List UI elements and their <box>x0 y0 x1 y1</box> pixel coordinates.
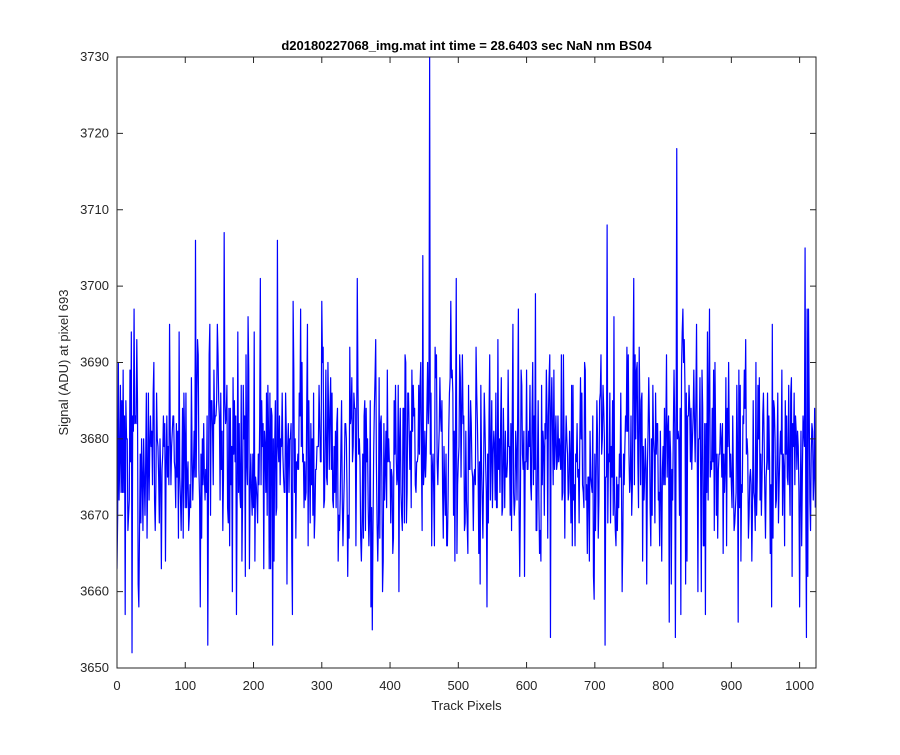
x-tick-label: 400 <box>379 678 401 693</box>
y-axis: 3650 3660 3670 3680 3690 3700 3710 3720 3730 <box>80 49 816 675</box>
signal-series-line <box>117 57 816 654</box>
x-tick-label: 1000 <box>785 678 814 693</box>
x-tick-label: 100 <box>174 678 196 693</box>
x-tick-label: 500 <box>447 678 469 693</box>
y-tick-label: 3710 <box>80 202 109 217</box>
x-tick-label: 300 <box>311 678 333 693</box>
y-tick-label: 3680 <box>80 431 109 446</box>
y-tick-label: 3660 <box>80 584 109 599</box>
y-tick-label: 3670 <box>80 507 109 522</box>
x-tick-label: 700 <box>584 678 606 693</box>
y-tick-label: 3700 <box>80 278 109 293</box>
y-tick-label: 3720 <box>80 125 109 140</box>
y-tick-label: 3690 <box>80 355 109 370</box>
x-axis-label: Track Pixels <box>431 698 502 713</box>
y-tick-label: 3650 <box>80 660 109 675</box>
y-axis-label: Signal (ADU) at pixel 693 <box>56 290 71 436</box>
plot-area-background <box>117 57 816 668</box>
x-tick-label: 900 <box>721 678 743 693</box>
x-tick-label: 0 <box>113 678 120 693</box>
x-tick-label: 800 <box>652 678 674 693</box>
chart-title: d20180227068_img.mat int time = 28.6403 … <box>281 38 652 53</box>
x-axis: 0 100 200 300 400 500 600 700 800 900 1000 <box>113 57 814 693</box>
x-tick-label: 200 <box>243 678 265 693</box>
y-tick-label: 3730 <box>80 49 109 64</box>
x-tick-label: 600 <box>516 678 538 693</box>
series-layer <box>117 57 816 654</box>
